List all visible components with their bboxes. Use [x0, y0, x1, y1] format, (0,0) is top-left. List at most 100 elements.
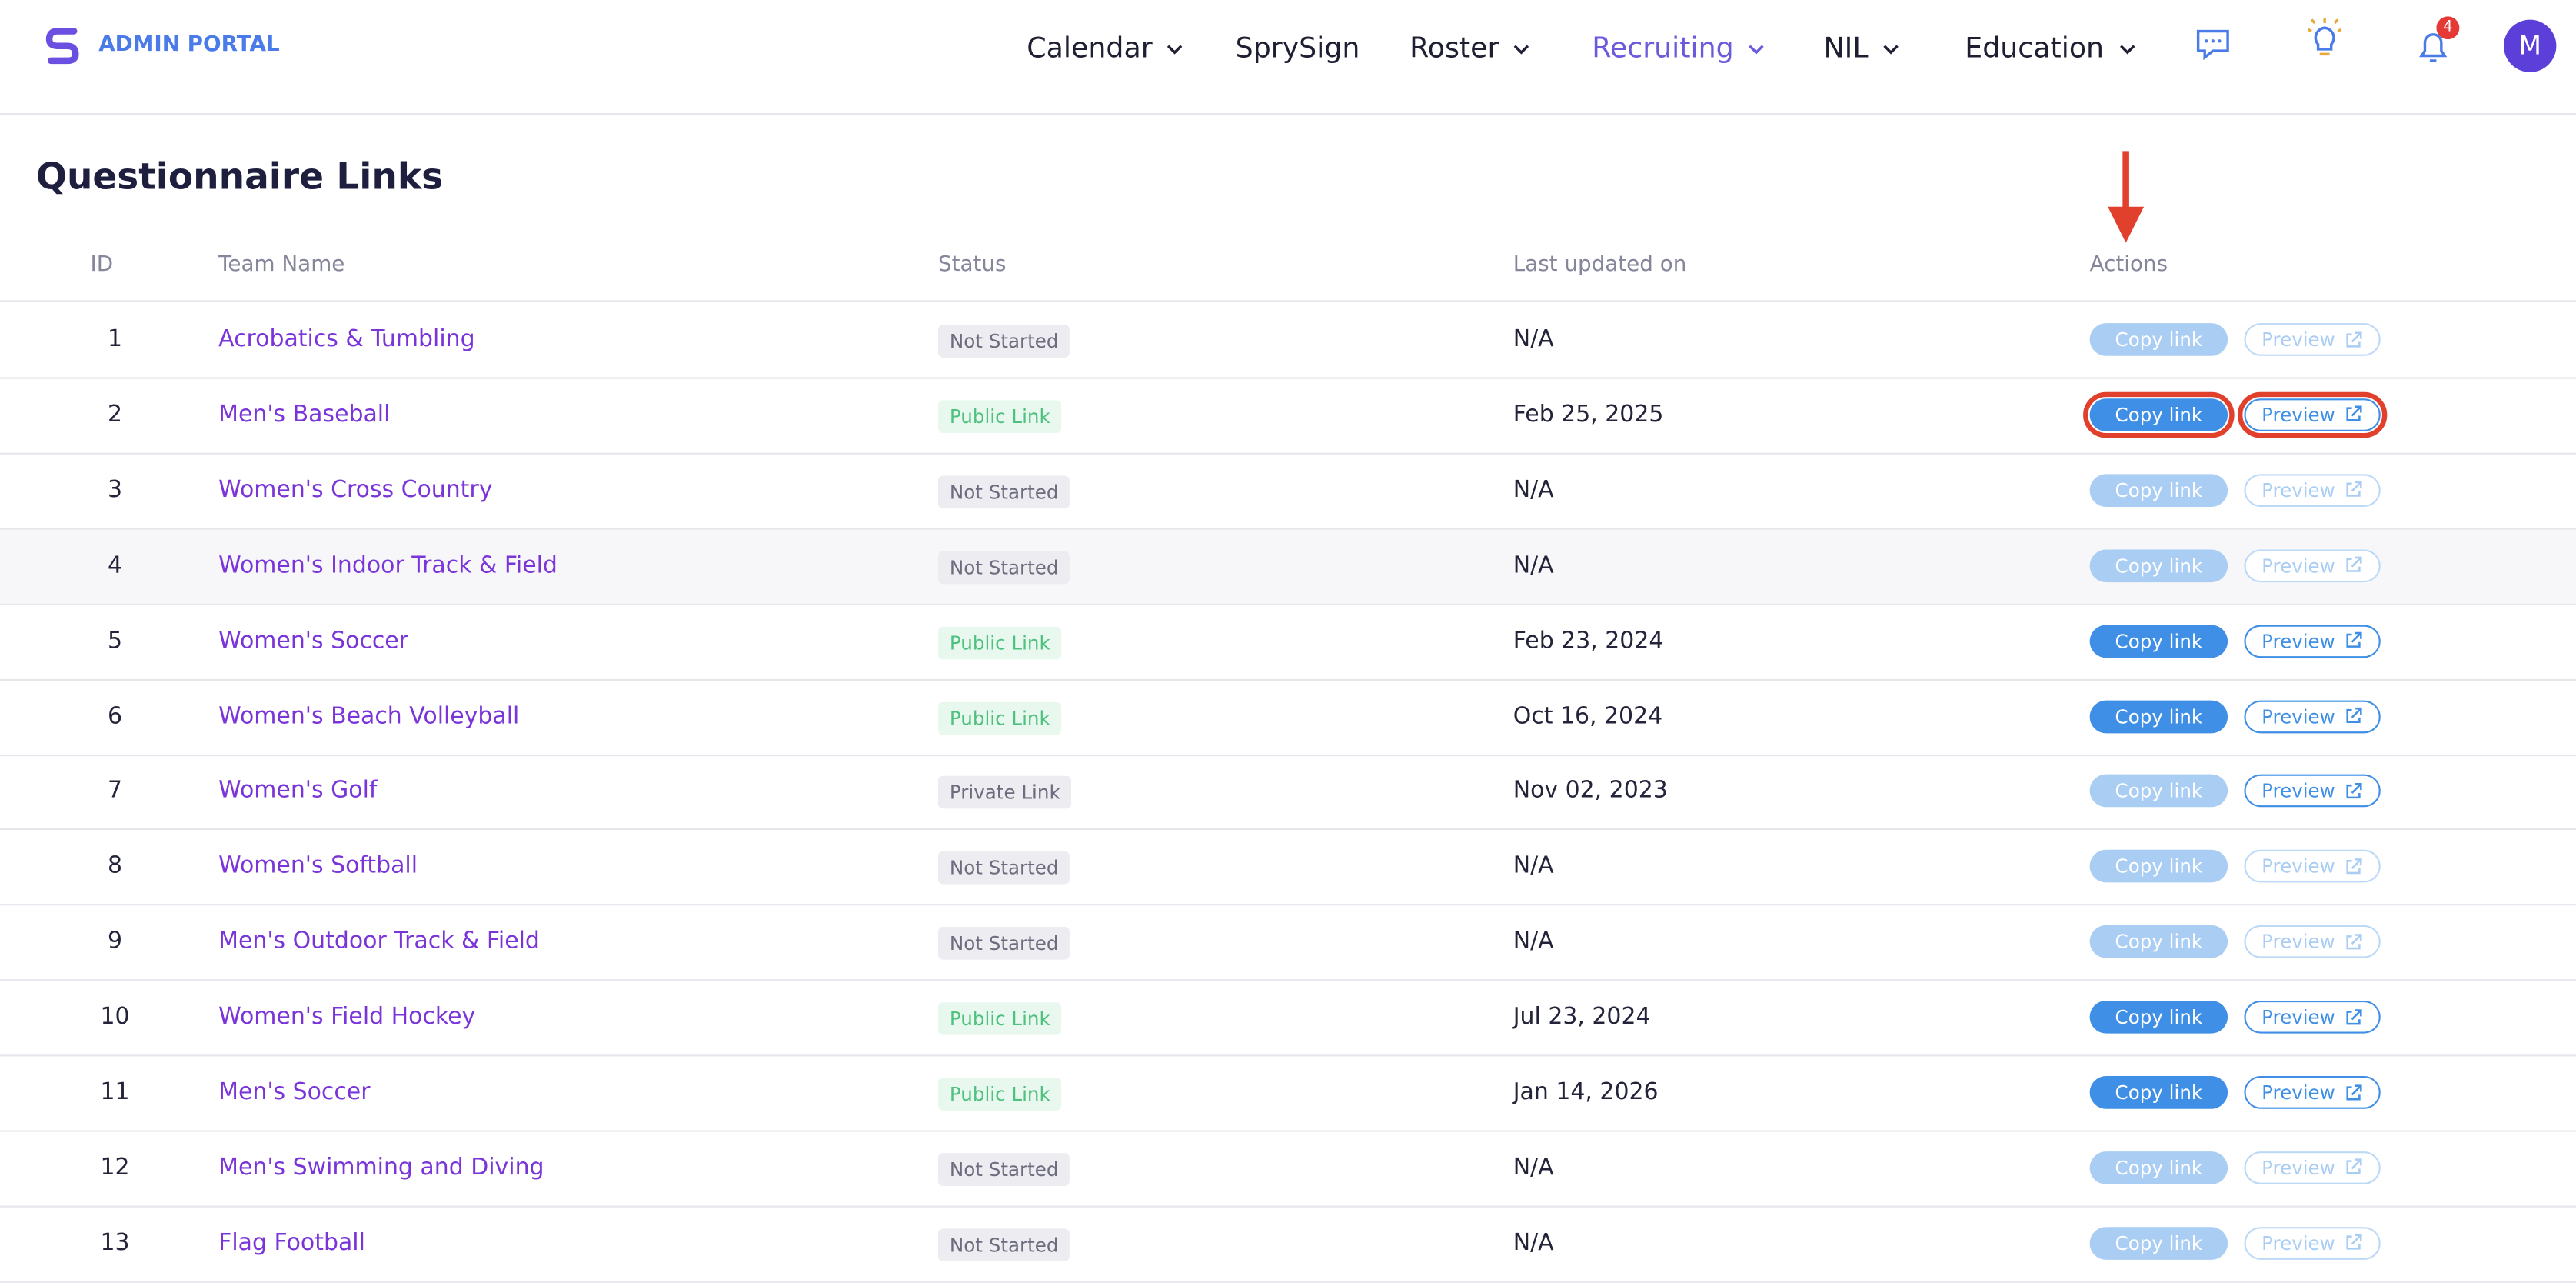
copy-link-button[interactable]: Copy link	[2089, 1076, 2228, 1109]
table-row: 6 Women's Beach Volleyball Public Link Oct …	[0, 680, 2576, 756]
bell-icon[interactable]	[2414, 26, 2453, 65]
nav-label: Calendar	[1027, 32, 1153, 66]
table-row: 4 Women's Indoor Track & Field Not Started…	[0, 529, 2576, 605]
nav-item[interactable]: Education	[1965, 32, 2137, 66]
copy-link-button[interactable]: Copy link	[2089, 775, 2228, 808]
preview-label: Preview	[2261, 855, 2335, 878]
chevron	[1167, 45, 1183, 55]
chevron	[1514, 45, 1530, 55]
copy-link-button[interactable]: Copy link	[2089, 323, 2228, 356]
notification-badge: 4	[2436, 16, 2460, 40]
row-id: 1	[108, 326, 123, 353]
last-updated: N/A	[1513, 477, 1554, 504]
row-id: 10	[100, 1004, 130, 1031]
nav-item[interactable]: NIL	[1823, 32, 1902, 66]
table-row: 8 Women's Softball Not Started N/A Copy link…	[0, 831, 2576, 906]
team-name[interactable]: Acrobatics & Tumbling	[218, 326, 475, 353]
nav-label: Roster	[1409, 32, 1499, 66]
row-id: 4	[108, 552, 123, 579]
preview-label: Preview	[2261, 1231, 2335, 1255]
preview-button[interactable]: Preview	[2237, 391, 2388, 438]
copy-link-button[interactable]: Copy link	[2089, 1151, 2228, 1184]
brand: ADMIN PORTAL	[98, 32, 280, 58]
copy-link-button[interactable]: Copy link	[2089, 624, 2228, 658]
nav-label: NIL	[1823, 32, 1869, 66]
team-name[interactable]: Women's Soccer	[218, 627, 408, 655]
nav-item[interactable]: Recruiting	[1592, 33, 1766, 65]
last-updated: Feb 23, 2024	[1513, 627, 1664, 655]
nav-item[interactable]: SprySign	[1236, 33, 1360, 66]
copy-link-button[interactable]: Copy link	[2089, 925, 2228, 958]
team-name[interactable]: Women's Beach Volleyball	[218, 702, 520, 729]
preview-label: Preview	[2261, 779, 2335, 803]
status-badge: Public Link	[937, 1002, 1062, 1035]
last-updated: Nov 02, 2023	[1513, 778, 1668, 805]
preview-label: Preview	[2261, 328, 2335, 351]
copy-link-button[interactable]: Copy link	[2089, 473, 2228, 507]
last-updated: Feb 25, 2025	[1513, 401, 1664, 428]
preview-label: Preview	[2261, 554, 2335, 578]
preview-button[interactable]: Preview	[2244, 323, 2381, 356]
team-name[interactable]: Men's Swimming and Diving	[218, 1154, 544, 1181]
team-name[interactable]: Women's Softball	[218, 853, 418, 880]
logo	[45, 28, 79, 65]
preview-label: Preview	[2261, 704, 2335, 728]
team-name[interactable]: Flag Football	[218, 1230, 365, 1257]
preview-button[interactable]: Preview	[2244, 775, 2381, 808]
column-header: Status	[937, 252, 1007, 278]
nav-label: Education	[1965, 32, 2105, 66]
preview-button[interactable]: Preview	[2244, 1076, 2381, 1109]
status-badge: Not Started	[937, 927, 1070, 961]
preview-button[interactable]: Preview	[2244, 699, 2381, 733]
external-icon	[2347, 858, 2363, 874]
row-id: 2	[108, 401, 123, 428]
table-row: 7 Women's Golf Private Link Nov 02, 2023 Cop…	[0, 755, 2576, 831]
nav-item[interactable]: Roster	[1409, 32, 1532, 66]
chat-icon[interactable]	[2193, 25, 2232, 64]
copy-link-button[interactable]: Copy link	[2083, 391, 2235, 438]
nav-item[interactable]: Calendar	[1027, 32, 1185, 66]
table-header: ID Team Name Status Last updated on Actions	[0, 0, 2576, 302]
annotation-arrow	[2108, 151, 2145, 243]
preview-button[interactable]: Preview	[2244, 624, 2381, 658]
status-badge: Private Link	[937, 776, 1072, 810]
team-name[interactable]: Women's Cross Country	[218, 477, 493, 504]
column-header: ID	[90, 252, 114, 278]
team-name[interactable]: Men's Soccer	[218, 1079, 371, 1106]
preview-label: Preview	[2261, 629, 2335, 652]
external-icon	[2347, 557, 2363, 573]
copy-link-button[interactable]: Copy link	[2089, 548, 2228, 582]
table-row: 10 Women's Field Hockey Public Link Jul 23,…	[0, 981, 2576, 1057]
row-id: 8	[108, 853, 123, 880]
preview-button[interactable]: Preview	[2244, 1226, 2381, 1260]
ideas-icon[interactable]	[2303, 16, 2346, 62]
copy-link-button[interactable]: Copy link	[2089, 699, 2228, 733]
external-icon	[2347, 1159, 2363, 1175]
copy-link-button[interactable]: Copy link	[2089, 850, 2228, 884]
preview-button[interactable]: Preview	[2244, 548, 2381, 582]
team-name[interactable]: Women's Golf	[218, 778, 378, 805]
status-badge: Not Started	[937, 851, 1070, 885]
preview-label: Preview	[2261, 1005, 2335, 1029]
team-name[interactable]: Women's Field Hockey	[218, 1004, 476, 1031]
status-badge: Public Link	[937, 701, 1062, 735]
preview-button[interactable]: Preview	[2244, 1001, 2381, 1034]
team-name[interactable]: Men's Baseball	[218, 401, 391, 428]
team-name[interactable]: Women's Indoor Track & Field	[218, 552, 557, 579]
last-updated: Oct 16, 2024	[1513, 702, 1663, 729]
preview-button[interactable]: Preview	[2244, 850, 2381, 884]
row-id: 5	[108, 627, 123, 655]
preview-button[interactable]: Preview	[2244, 473, 2381, 507]
preview-button[interactable]: Preview	[2244, 1151, 2381, 1184]
preview-button[interactable]: Preview	[2244, 925, 2381, 958]
team-name[interactable]: Men's Outdoor Track & Field	[218, 928, 540, 955]
status-badge: Public Link	[937, 1078, 1062, 1111]
preview-label: Preview	[2261, 1156, 2335, 1180]
row-id: 6	[108, 702, 123, 729]
external-icon	[2347, 1084, 2363, 1100]
preview-label: Preview	[2261, 1081, 2335, 1104]
copy-link-button[interactable]: Copy link	[2089, 1226, 2228, 1260]
copy-link-button[interactable]: Copy link	[2089, 1001, 2228, 1034]
avatar[interactable]: M	[2504, 19, 2557, 72]
